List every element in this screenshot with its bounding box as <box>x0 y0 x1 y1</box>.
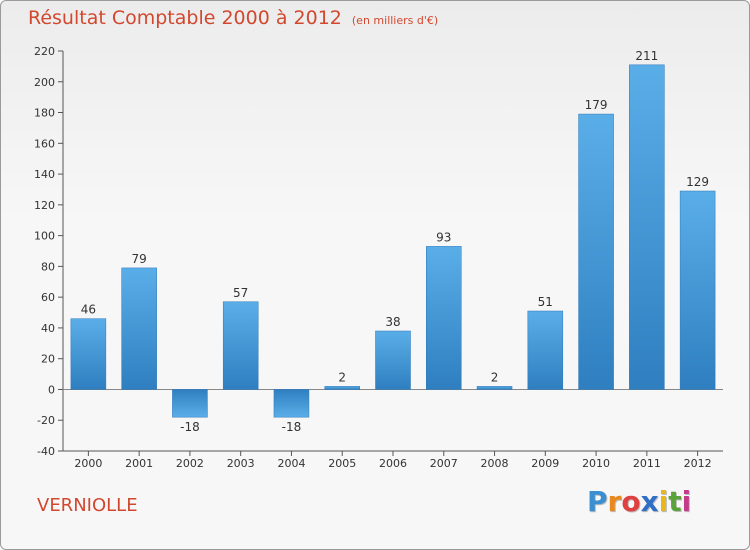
data-label: 51 <box>538 295 553 309</box>
y-tick-label: 100 <box>34 230 55 243</box>
logo-letter: i <box>658 485 669 518</box>
data-label: -18 <box>180 420 200 434</box>
data-label: 46 <box>81 303 96 317</box>
x-tick-label: 2003 <box>227 457 255 470</box>
y-tick-label: 200 <box>34 76 55 89</box>
y-tick-label: 80 <box>41 260 55 273</box>
bar <box>476 386 513 390</box>
x-tick-label: 2002 <box>176 457 204 470</box>
x-tick-label: 2010 <box>582 457 610 470</box>
x-tick-label: 2008 <box>481 457 509 470</box>
bar <box>426 246 462 390</box>
data-label: 79 <box>132 252 147 266</box>
x-tick-label: 2005 <box>328 457 356 470</box>
bar <box>70 318 107 390</box>
y-tick-label: 220 <box>34 45 55 58</box>
data-label: 57 <box>233 286 248 300</box>
data-label: 179 <box>585 98 608 112</box>
y-tick-label: 40 <box>41 322 55 335</box>
bar <box>273 389 310 418</box>
x-tick-label: 2009 <box>531 457 559 470</box>
data-label: 129 <box>686 175 709 189</box>
data-label: 2 <box>338 370 346 384</box>
x-tick-label: 2011 <box>633 457 661 470</box>
bar <box>121 267 157 390</box>
y-tick-label: 140 <box>34 168 55 181</box>
y-tick-label: 60 <box>41 291 55 304</box>
bar <box>679 190 716 390</box>
chart-unit: (en milliers d'€) <box>351 14 439 27</box>
y-tick-label: 20 <box>41 353 55 366</box>
logo-letter: x <box>640 485 659 518</box>
x-tick-label: 2000 <box>74 457 102 470</box>
bars: 46 79 -18 57 -18 2 38 93 2 51 179 211 129 <box>70 49 716 434</box>
logo-letter: r <box>607 485 622 518</box>
bar <box>324 386 360 390</box>
x-tick-label: 2007 <box>430 457 458 470</box>
logo-letter: o <box>621 485 641 518</box>
place-name: VERNIOLLE <box>37 495 138 516</box>
y-tick-label: -40 <box>37 445 55 458</box>
logo-letter: P <box>587 485 608 518</box>
chart-title: Résultat Comptable 2000 à 2012 <box>28 7 342 29</box>
y-tick-label: -20 <box>37 414 55 427</box>
title-block: Résultat Comptable 2000 à 2012 (en millie… <box>28 7 438 29</box>
data-label: -18 <box>282 420 302 434</box>
x-tick-label: 2006 <box>379 457 407 470</box>
data-label: 93 <box>436 230 451 244</box>
bar <box>375 330 411 390</box>
data-label: 38 <box>385 315 400 329</box>
x-tick-label: 2001 <box>125 457 153 470</box>
data-label: 211 <box>635 49 658 63</box>
y-tick-label: 120 <box>34 199 55 212</box>
x-tick-label: 2012 <box>684 457 712 470</box>
y-tick-label: 160 <box>34 137 55 150</box>
logo-letter: t <box>668 485 682 518</box>
x-tick-label: 2004 <box>277 457 305 470</box>
logo-letter: i <box>681 485 692 518</box>
data-label: 2 <box>491 370 499 384</box>
bar <box>222 301 259 390</box>
bar <box>578 113 614 390</box>
bar <box>629 64 665 390</box>
y-tick-label: 0 <box>48 383 55 396</box>
proxiti-logo: Proxiti <box>587 485 691 518</box>
bar <box>527 310 564 390</box>
bar <box>172 389 208 418</box>
y-tick-label: 180 <box>34 107 55 120</box>
